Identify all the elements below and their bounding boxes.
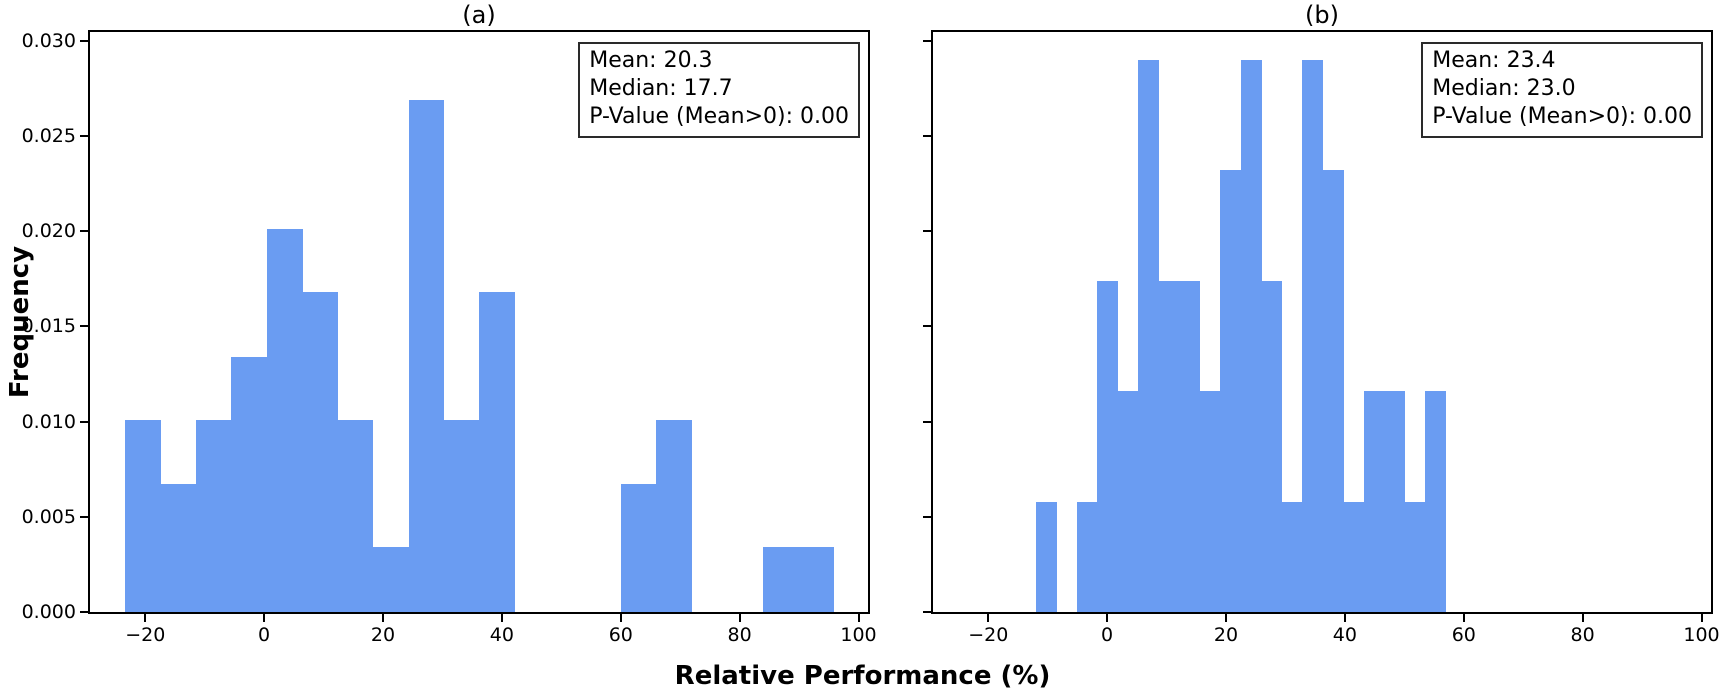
panel-b-pvalue-stat: P-Value (Mean>0): 0.00 (1432, 104, 1692, 129)
histogram-bar (266, 229, 303, 612)
histogram-bar (798, 547, 834, 612)
x-tick-mark (263, 614, 266, 622)
x-tick-label: 20 (1213, 624, 1239, 646)
histogram-bar (1384, 391, 1406, 612)
x-tick-label: 0 (1101, 624, 1114, 646)
x-tick-mark (619, 614, 622, 622)
histogram-bar (479, 292, 516, 612)
panel-a-pvalue-stat: P-Value (Mean>0): 0.00 (589, 104, 849, 129)
y-tick-label: 0.000 (21, 601, 76, 623)
histogram-bar (195, 419, 232, 612)
panel-a-mean-stat: Mean: 20.3 (589, 48, 713, 73)
panel-b-plot-area: Mean: 23.4 Median: 23.0 P-Value (Mean>0)… (923, 30, 1720, 646)
histogram-bar (408, 99, 445, 612)
y-tick-mark (80, 611, 88, 613)
y-tick-label: 0.020 (21, 220, 76, 242)
histogram-bar (1322, 170, 1344, 612)
histogram-bar (1343, 501, 1365, 612)
y-tick-label: 0.015 (21, 315, 76, 338)
y-tick-label: 0.030 (21, 29, 76, 52)
y-tick-mark (80, 134, 88, 137)
panel-b: (b) Mean: 23.4 Median: 23.0 P-Value (Mea… (923, 0, 1720, 694)
histogram-bar (373, 547, 409, 612)
panel-a-stats-box: Mean: 20.3 Median: 17.7 P-Value (Mean>0)… (578, 42, 860, 138)
panel-b-mean-stat: Mean: 23.4 (1432, 48, 1556, 73)
x-tick-mark (857, 614, 860, 622)
histogram-bar (337, 419, 374, 612)
histogram-bar (1035, 501, 1057, 612)
y-tick-mark (80, 420, 88, 423)
histogram-bar (621, 484, 657, 612)
x-tick-label: 60 (1451, 624, 1476, 646)
x-tick-mark (1700, 614, 1703, 622)
histogram-bar (1097, 280, 1119, 612)
y-tick-mark (923, 325, 931, 328)
histogram-bar (1404, 501, 1426, 612)
x-tick-mark (1581, 614, 1584, 622)
histogram-bar (1117, 391, 1139, 612)
histogram-bar (231, 356, 268, 612)
panel-a: (a) Mean: 20.3 Median: 17.7 P-Value (Mea… (22, 0, 877, 694)
y-tick-mark (80, 325, 88, 328)
histogram-bar (762, 547, 799, 612)
histogram-bar (1199, 391, 1221, 612)
x-tick-label: 60 (608, 624, 633, 646)
histogram-bar (1425, 391, 1447, 612)
panel-a-median-stat: Median: 17.7 (589, 76, 733, 101)
x-tick-mark (987, 614, 990, 622)
panel-a-plot-area: Mean: 20.3 Median: 17.7 P-Value (Mean>0)… (22, 30, 877, 646)
histogram-bar (1261, 280, 1283, 612)
y-tick-label: 0.025 (21, 124, 76, 147)
y-tick-label: 0.005 (21, 505, 76, 528)
y-tick-mark (80, 515, 88, 518)
histogram-bar (1302, 59, 1324, 612)
histogram-bar (1220, 170, 1242, 612)
x-tick-mark (382, 614, 384, 622)
histogram-bar (1158, 280, 1180, 612)
panel-b-title: (b) (1305, 1, 1339, 29)
x-tick-label: 80 (1570, 624, 1595, 646)
histogram-bar (443, 419, 480, 612)
histogram-bar (160, 484, 197, 612)
panel-a-title: (a) (462, 1, 496, 29)
y-tick-mark (923, 134, 931, 137)
y-tick-mark (923, 420, 931, 423)
y-tick-mark (923, 230, 931, 232)
histogram-bar (1138, 59, 1160, 612)
y-tick-mark (80, 39, 88, 42)
x-tick-label: 40 (1332, 624, 1357, 646)
histogram-bar (1076, 501, 1098, 612)
histogram-bar (1179, 280, 1201, 612)
x-tick-mark (1343, 614, 1346, 622)
histogram-bar (1281, 501, 1303, 612)
x-tick-mark (1462, 614, 1465, 622)
panel-b-stats-box: Mean: 23.4 Median: 23.0 P-Value (Mean>0)… (1421, 42, 1703, 138)
x-tick-label: −20 (968, 624, 1009, 646)
histogram-bar (302, 292, 338, 612)
histogram-bar (1363, 391, 1385, 612)
y-tick-mark (923, 39, 931, 42)
x-tick-mark (738, 614, 741, 622)
histogram-bar (125, 419, 161, 612)
x-tick-label: 20 (370, 624, 396, 646)
x-tick-label: 100 (840, 624, 877, 646)
histogram-bar (656, 419, 693, 612)
panel-b-median-stat: Median: 23.0 (1432, 76, 1576, 101)
histogram-bar (1240, 59, 1262, 612)
x-tick-label: 80 (727, 624, 752, 646)
x-tick-mark (500, 614, 503, 622)
x-tick-label: 0 (258, 624, 271, 646)
y-tick-mark (923, 515, 931, 518)
y-tick-mark (923, 611, 931, 613)
x-tick-label: 40 (489, 624, 514, 646)
y-tick-label: 0.010 (21, 410, 76, 433)
x-tick-mark (1106, 614, 1109, 622)
x-axis-label: Relative Performance (%) (674, 661, 1051, 691)
x-tick-mark (1225, 614, 1227, 622)
x-tick-label: −20 (125, 624, 166, 646)
x-tick-label: 100 (1683, 624, 1720, 646)
x-tick-mark (144, 614, 147, 622)
y-tick-mark (80, 230, 88, 232)
